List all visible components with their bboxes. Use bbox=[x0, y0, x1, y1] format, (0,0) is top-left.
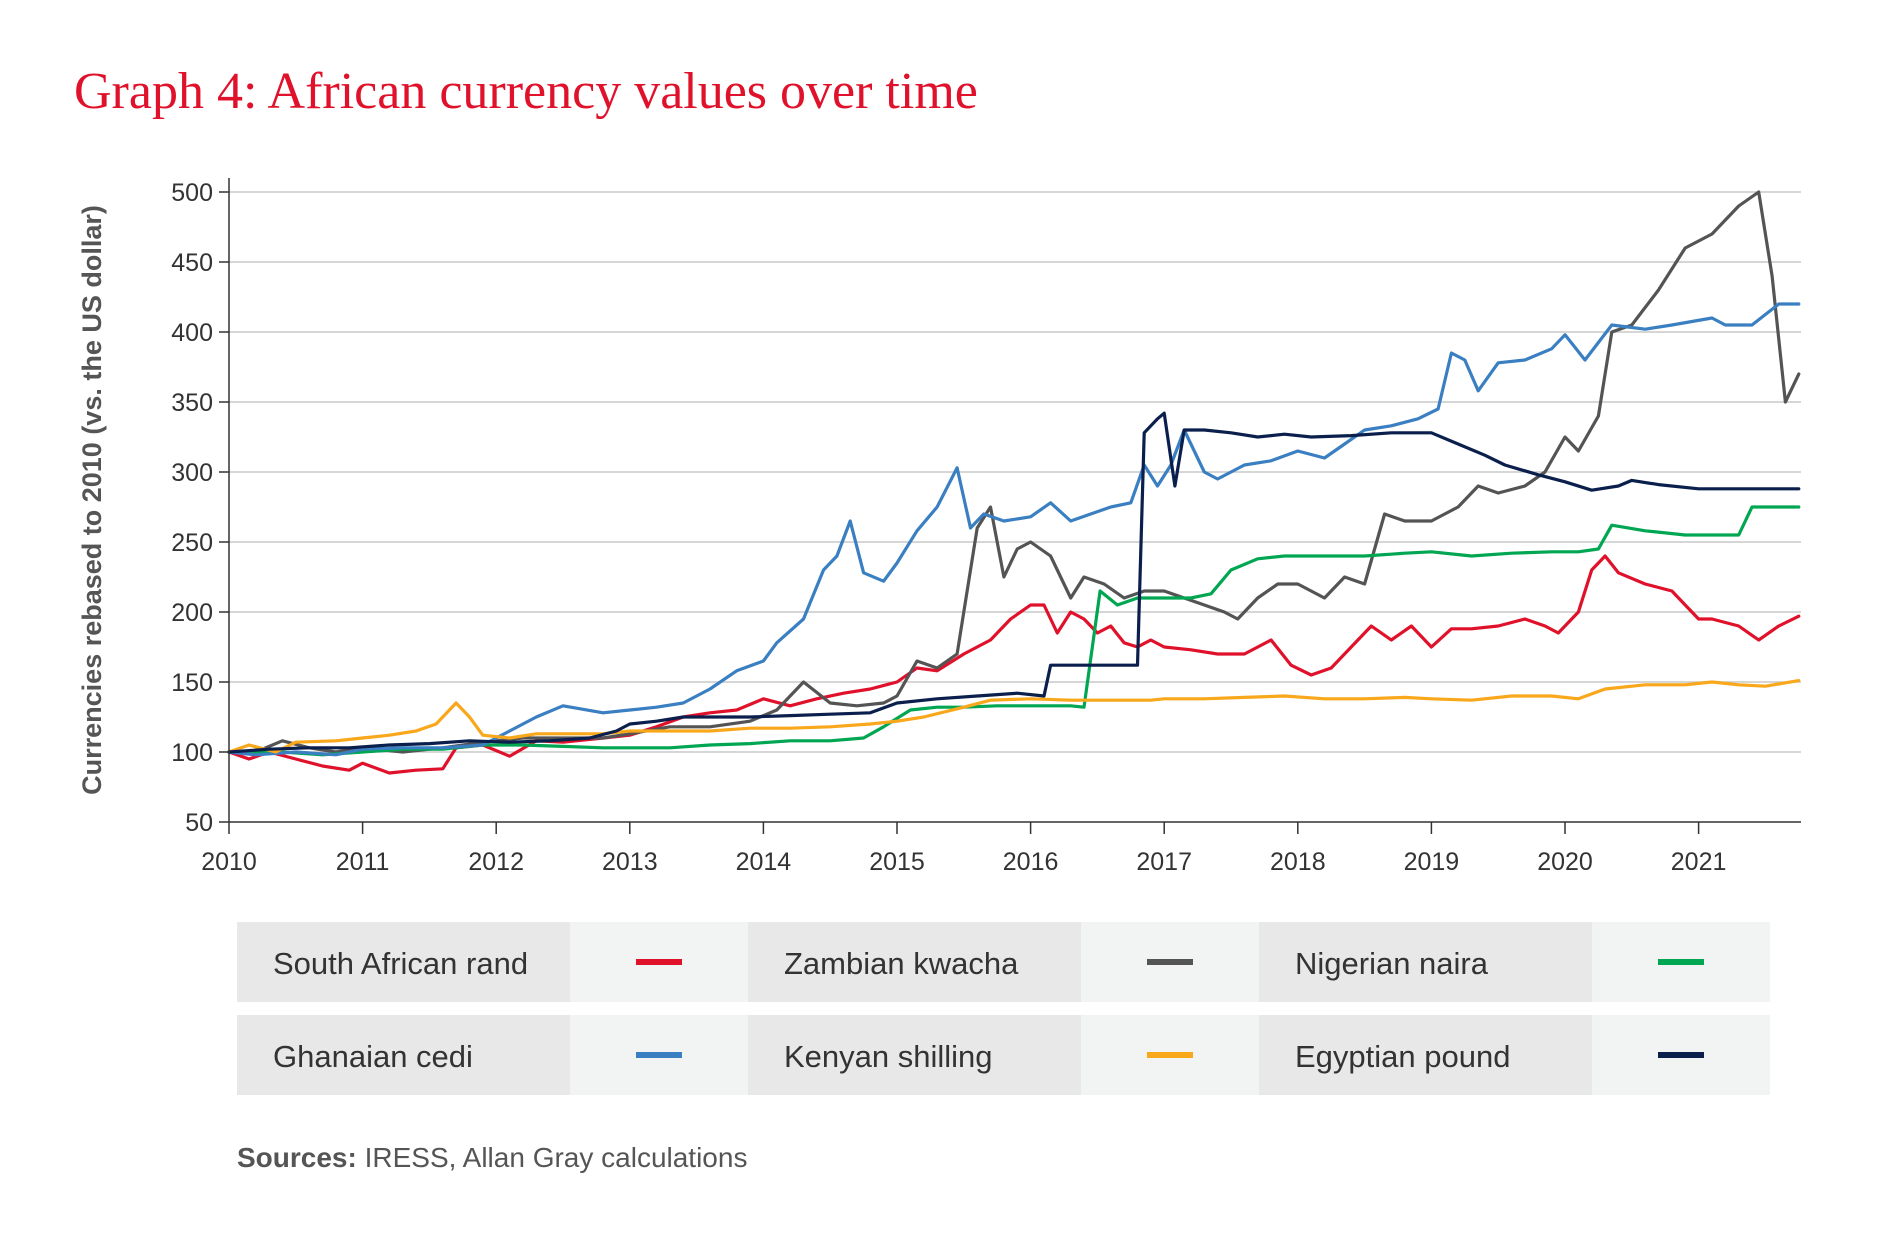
legend-item: Zambian kwacha bbox=[748, 922, 1259, 1002]
series-line bbox=[227, 190, 1801, 754]
x-tick-label: 2016 bbox=[1003, 848, 1059, 876]
legend-label-cell bbox=[1259, 922, 1592, 1002]
sources-text: IRESS, Allan Gray calculations bbox=[357, 1142, 748, 1173]
y-tick-label: 350 bbox=[171, 389, 213, 417]
series-line bbox=[227, 505, 1801, 757]
legend-label: Zambian kwacha bbox=[784, 946, 1019, 981]
legend-item: Egyptian pound bbox=[1259, 1015, 1770, 1095]
y-tick-label: 500 bbox=[171, 179, 213, 207]
x-tick-label: 2013 bbox=[602, 848, 658, 876]
tick-labels: 50 100 150 200 250 300 350 400 450 500 2010 2011 201… bbox=[171, 179, 1726, 876]
legend: South African rand Zambian kwacha Nigerian… bbox=[237, 922, 1770, 1095]
y-tick-label: 200 bbox=[171, 599, 213, 627]
x-tick-label: 2010 bbox=[201, 848, 257, 876]
x-tick-label: 2014 bbox=[736, 848, 792, 876]
x-tick-label: 2017 bbox=[1136, 848, 1192, 876]
legend-label: South African rand bbox=[273, 946, 528, 981]
y-tick-label: 250 bbox=[171, 529, 213, 557]
legend-label-cell bbox=[237, 922, 570, 1002]
axes bbox=[219, 178, 1801, 834]
series-line bbox=[227, 302, 1801, 757]
x-tick-label: 2015 bbox=[869, 848, 925, 876]
legend-label: Ghanaian cedi bbox=[273, 1039, 473, 1074]
chart-title: Graph 4: African currency values over ti… bbox=[74, 63, 978, 120]
legend-item: Kenyan shilling bbox=[748, 1015, 1259, 1095]
x-tick-label: 2020 bbox=[1537, 848, 1593, 876]
grid-lines bbox=[229, 191, 1801, 753]
legend-label: Egyptian pound bbox=[1295, 1039, 1510, 1074]
legend-label: Kenyan shilling bbox=[784, 1039, 993, 1074]
legend-label-cell bbox=[1259, 1015, 1592, 1095]
legend-item: South African rand bbox=[237, 922, 748, 1002]
y-tick-label: 450 bbox=[171, 249, 213, 277]
y-axis-label: Currencies rebased to 2010 (vs. the US d… bbox=[77, 205, 107, 795]
y-tick-label: 400 bbox=[171, 319, 213, 347]
sources-label: Sources: bbox=[237, 1142, 357, 1173]
y-tick-label: 100 bbox=[171, 739, 213, 767]
x-tick-label: 2011 bbox=[336, 848, 390, 876]
series-lines bbox=[227, 190, 1801, 775]
y-tick-label: 50 bbox=[185, 809, 213, 837]
x-tick-label: 2019 bbox=[1404, 848, 1460, 876]
legend-label-cell bbox=[748, 1015, 1081, 1095]
x-tick-label: 2012 bbox=[468, 848, 524, 876]
legend-label: Nigerian naira bbox=[1295, 946, 1489, 981]
y-tick-label: 150 bbox=[171, 669, 213, 697]
y-tick-label: 300 bbox=[171, 459, 213, 487]
legend-item: Nigerian naira bbox=[1259, 922, 1770, 1002]
x-tick-label: 2021 bbox=[1671, 848, 1727, 876]
series-line bbox=[227, 554, 1801, 775]
series-line bbox=[227, 678, 1801, 754]
legend-item: Ghanaian cedi bbox=[237, 1015, 748, 1095]
legend-label-cell bbox=[748, 922, 1081, 1002]
x-tick-label: 2018 bbox=[1270, 848, 1326, 876]
sources-note: Sources: IRESS, Allan Gray calculations bbox=[237, 1142, 747, 1173]
series-line bbox=[227, 411, 1801, 754]
legend-label-cell bbox=[237, 1015, 570, 1095]
